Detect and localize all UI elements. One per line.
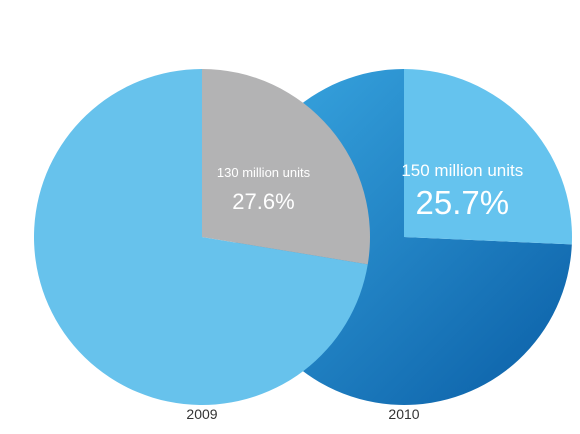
category-labels: 2009 2010 (186, 406, 419, 422)
pie-2009-slice-remaining (33, 68, 368, 405)
pie-2009-units-label: 130 million units (217, 165, 311, 180)
pie-2010-units-label: 150 million units (401, 161, 523, 180)
category-label-2009: 2009 (186, 406, 217, 422)
pie-2009 (33, 68, 370, 405)
slice-labels: 130 million units 27.6% 150 million units 2… (217, 161, 523, 221)
pie-2010-slice-highlight (404, 69, 573, 245)
pie-2010-percent-label: 25.7% (416, 184, 510, 221)
category-label-2010: 2010 (388, 406, 419, 422)
pie-2009-slice-highlight (202, 69, 370, 265)
pie-2009-percent-label: 27.6% (232, 189, 294, 214)
